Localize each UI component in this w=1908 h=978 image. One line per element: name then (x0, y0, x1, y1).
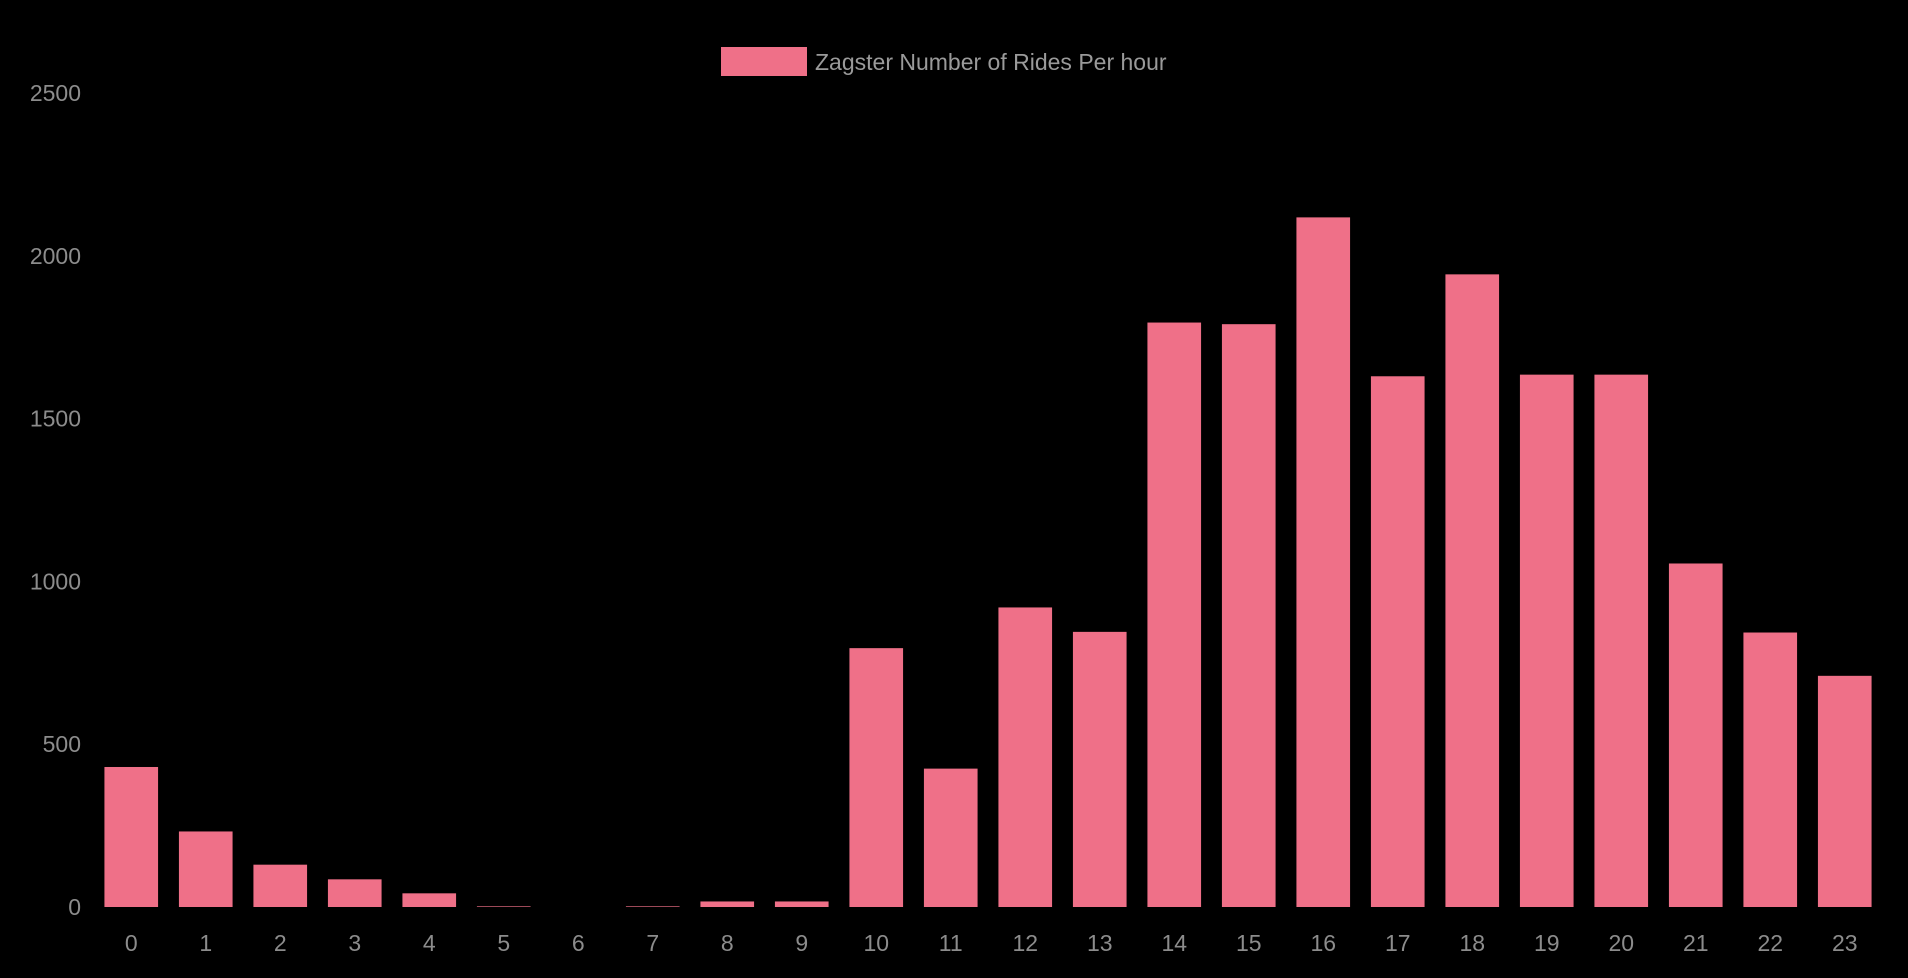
x-tick-label: 7 (646, 930, 659, 956)
x-tick-label: 2 (274, 930, 287, 956)
bar-hour-15[interactable] (1221, 324, 1276, 907)
y-tick-label: 0 (68, 894, 81, 920)
x-tick-label: 0 (125, 930, 138, 956)
y-tick-label: 2500 (30, 80, 81, 106)
x-axis: 0 1 2 3 4 5 6 7 8 9 10 11 12 13 14 15 16 17 18 19 20 21 22 23 (125, 930, 1858, 956)
bar-hour-21[interactable] (1668, 563, 1723, 907)
x-tick-label: 16 (1310, 930, 1336, 956)
y-tick-label: 500 (43, 731, 81, 757)
bar-hour-19[interactable] (1519, 374, 1574, 907)
bar-hour-7[interactable] (625, 906, 680, 907)
legend-label: Zagster Number of Rides Per hour (815, 49, 1167, 75)
bar-hour-18[interactable] (1445, 274, 1500, 907)
y-axis: 0 500 1000 1500 2000 2500 (30, 80, 81, 920)
bar-hour-17[interactable] (1370, 376, 1425, 908)
bar-hour-20[interactable] (1594, 374, 1649, 907)
bar-hour-12[interactable] (998, 607, 1053, 907)
bar-hour-5[interactable] (476, 906, 531, 907)
x-tick-label: 10 (863, 930, 889, 956)
bar-hour-13[interactable] (1072, 631, 1127, 907)
bar-hour-14[interactable] (1147, 322, 1202, 908)
legend-swatch (721, 47, 807, 76)
bars (104, 217, 1872, 908)
x-tick-label: 11 (939, 930, 963, 956)
bar-hour-10[interactable] (849, 648, 904, 907)
y-tick-label: 1000 (30, 568, 81, 594)
y-tick-label: 2000 (30, 243, 81, 269)
x-tick-label: 20 (1608, 930, 1634, 956)
y-tick-label: 1500 (30, 406, 81, 432)
x-tick-label: 3 (348, 930, 361, 956)
bar-hour-2[interactable] (253, 864, 308, 907)
bar-hour-22[interactable] (1743, 632, 1798, 907)
bar-hour-16[interactable] (1296, 217, 1351, 907)
bar-hour-0[interactable] (104, 766, 159, 907)
x-tick-label: 5 (497, 930, 510, 956)
x-tick-label: 22 (1757, 930, 1783, 956)
x-tick-label: 8 (721, 930, 734, 956)
bar-hour-8[interactable] (700, 901, 755, 907)
x-tick-label: 19 (1534, 930, 1560, 956)
x-tick-label: 21 (1683, 930, 1709, 956)
x-tick-label: 9 (795, 930, 808, 956)
x-tick-label: 14 (1161, 930, 1187, 956)
x-tick-label: 4 (423, 930, 436, 956)
x-tick-label: 13 (1087, 930, 1113, 956)
x-tick-label: 17 (1385, 930, 1411, 956)
bar-hour-23[interactable] (1817, 675, 1872, 907)
x-tick-label: 23 (1832, 930, 1858, 956)
bar-hour-3[interactable] (327, 879, 382, 907)
x-tick-label: 6 (572, 930, 585, 956)
x-tick-label: 1 (199, 930, 212, 956)
bar-hour-4[interactable] (402, 893, 457, 907)
bar-hour-11[interactable] (923, 768, 978, 907)
bar-hour-1[interactable] (178, 831, 233, 907)
bar-hour-9[interactable] (774, 901, 829, 907)
x-tick-label: 12 (1012, 930, 1038, 956)
legend[interactable]: Zagster Number of Rides Per hour (721, 47, 1167, 76)
x-tick-label: 15 (1236, 930, 1262, 956)
x-tick-label: 18 (1459, 930, 1485, 956)
